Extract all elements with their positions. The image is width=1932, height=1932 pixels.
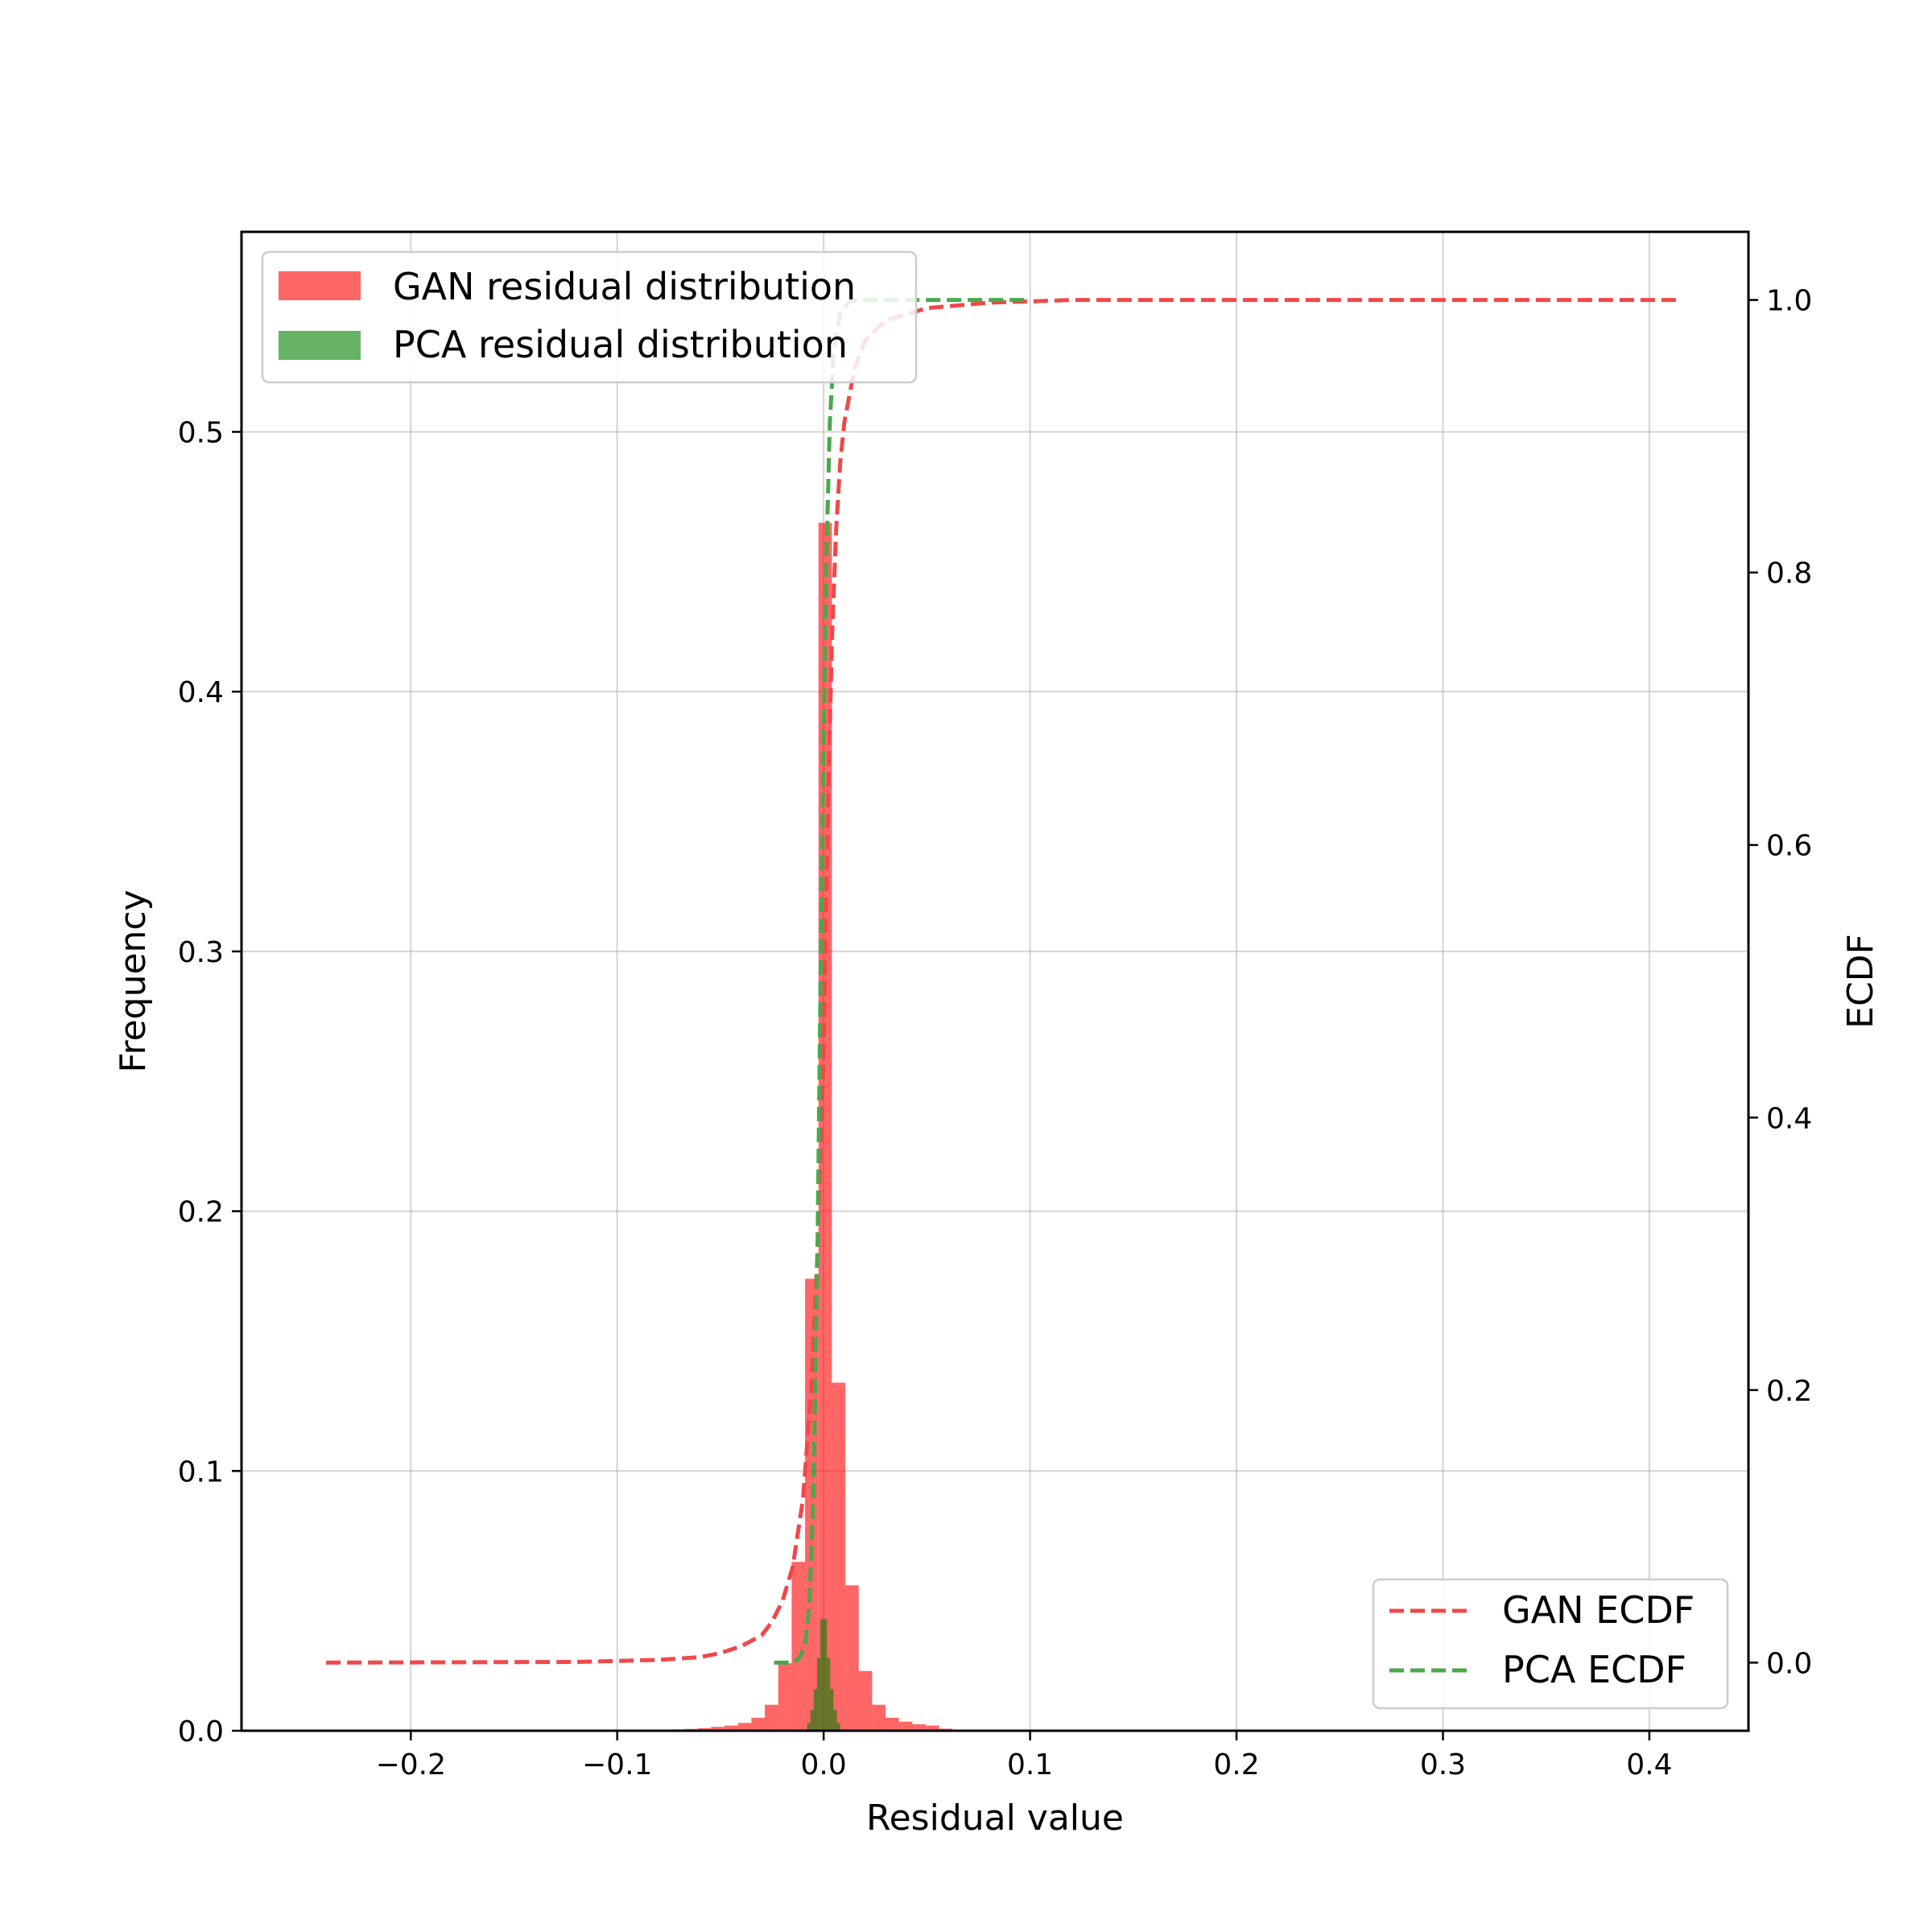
legend-pca-hist-swatch bbox=[279, 331, 361, 360]
x-tick-label-1: −0.1 bbox=[582, 1748, 652, 1781]
pca-hist-bar-5 bbox=[824, 1619, 828, 1731]
y-tick-label-2: 0.2 bbox=[178, 1196, 224, 1229]
y2-tick-label-3: 0.6 bbox=[1766, 830, 1812, 863]
y2-tick-label-1: 0.2 bbox=[1766, 1375, 1812, 1408]
x-tick-label-6: 0.4 bbox=[1626, 1748, 1672, 1781]
x-axis-label: Residual value bbox=[866, 1798, 1124, 1839]
pca-hist-bar-7 bbox=[830, 1689, 834, 1731]
legend-histograms-box bbox=[261, 250, 918, 384]
legend-ecdf: GAN ECDF PCA ECDF bbox=[1372, 1578, 1729, 1710]
gan-hist-bar-12 bbox=[818, 522, 832, 1731]
y-axis-label: Frequency bbox=[113, 890, 154, 1072]
gan-hist-bar-5 bbox=[724, 1725, 738, 1731]
legend-gan-hist-swatch bbox=[279, 271, 361, 300]
pca-hist-bar-1 bbox=[810, 1710, 814, 1731]
x-tick-label-0: −0.2 bbox=[376, 1748, 446, 1781]
gan-hist-bar-17 bbox=[886, 1717, 899, 1731]
y2-tick-label-4: 0.8 bbox=[1766, 557, 1812, 590]
gan-hist-bar-13 bbox=[832, 1382, 846, 1731]
y-tick-label-3: 0.3 bbox=[178, 936, 224, 969]
plot-frame bbox=[240, 230, 1750, 1732]
y2-tick-label-5: 1.0 bbox=[1766, 285, 1812, 318]
pca-ecdf-line bbox=[774, 298, 1030, 1665]
x-axis-ticks: −0.2 −0.1 0.0 0.1 0.2 0.3 0.4 bbox=[376, 1731, 1673, 1781]
x-tick-label-5: 0.3 bbox=[1420, 1748, 1466, 1781]
pca-hist-bar-0 bbox=[807, 1723, 811, 1731]
gan-hist-bar-7 bbox=[751, 1717, 766, 1731]
legend-pca-hist-label: PCA residual distribution bbox=[393, 323, 848, 366]
gan-hist-bar-6 bbox=[737, 1723, 752, 1731]
gan-hist-bar-8 bbox=[765, 1704, 778, 1731]
pca-hist-bar-6 bbox=[827, 1657, 831, 1731]
y2-axis-ticks: 0.0 0.2 0.4 0.6 0.8 1.0 bbox=[1748, 285, 1812, 1680]
y2-axis-label: ECDF bbox=[1840, 934, 1881, 1029]
gan-hist-bar-9 bbox=[778, 1663, 792, 1731]
gan-hist-bar-3 bbox=[697, 1728, 712, 1731]
gan-hist-bar-16 bbox=[872, 1704, 886, 1731]
legend-gan-hist-label: GAN residual distribution bbox=[393, 265, 856, 308]
pca-hist-bar-4 bbox=[820, 1619, 824, 1731]
gan-hist-bar-15 bbox=[858, 1670, 873, 1731]
x-tick-label-2: 0.0 bbox=[801, 1748, 847, 1781]
y2-tick-label-2: 0.4 bbox=[1766, 1102, 1812, 1135]
y-tick-label-1: 0.1 bbox=[178, 1455, 224, 1488]
y-axis-ticks: 0.0 0.1 0.2 0.3 0.4 0.5 bbox=[178, 416, 242, 1748]
y-tick-label-0: 0.0 bbox=[178, 1715, 224, 1748]
legend-histograms: GAN residual distribution PCA residual d… bbox=[261, 250, 918, 384]
gan-hist-bar-10 bbox=[791, 1562, 806, 1731]
pca-hist-bar-2 bbox=[813, 1689, 817, 1731]
gan-hist-bar-20 bbox=[926, 1725, 939, 1731]
y-tick-label-5: 0.5 bbox=[178, 416, 224, 449]
pca-hist-bar-3 bbox=[816, 1657, 821, 1731]
y2-tick-label-0: 0.0 bbox=[1766, 1647, 1812, 1680]
pca-hist-bar-9 bbox=[836, 1723, 840, 1731]
y-tick-label-4: 0.4 bbox=[178, 676, 224, 709]
x-tick-label-4: 0.2 bbox=[1213, 1748, 1259, 1781]
pca-hist-bar-8 bbox=[833, 1710, 837, 1731]
legend-pca-ecdf-label: PCA ECDF bbox=[1502, 1648, 1686, 1691]
x-tick-label-3: 0.1 bbox=[1007, 1748, 1053, 1781]
legend-gan-ecdf-label: GAN ECDF bbox=[1502, 1588, 1695, 1632]
gan-hist-bar-18 bbox=[898, 1721, 913, 1731]
gan-hist-bar-4 bbox=[711, 1727, 725, 1731]
gan-hist-bar-14 bbox=[845, 1585, 859, 1731]
gan-hist-bar-19 bbox=[912, 1724, 927, 1731]
